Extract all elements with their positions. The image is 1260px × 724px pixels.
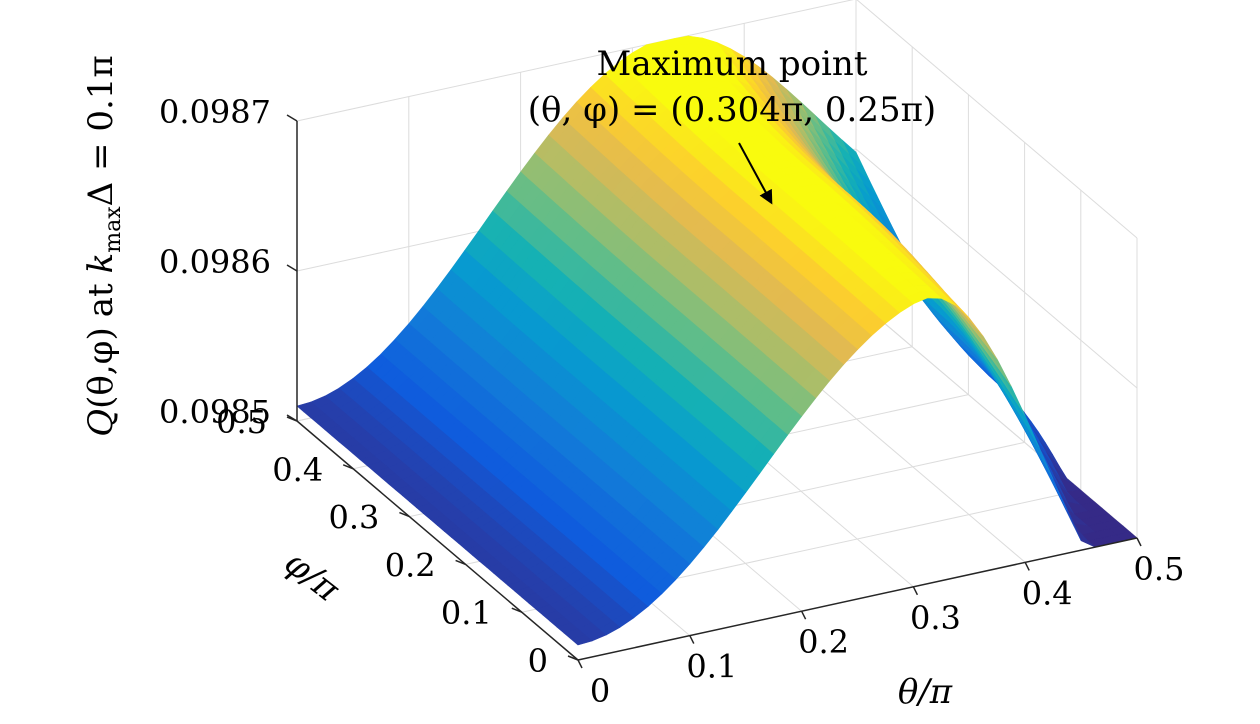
y-tick-label: 0.2 <box>385 546 436 584</box>
x-tick-mark <box>689 635 695 644</box>
z-axis-label: Q(θ,φ)atkmaxΔ = 0.1π <box>81 55 126 437</box>
x-tick-mark <box>912 586 919 596</box>
surface-mesh <box>296 35 1138 646</box>
z-tick-mark <box>286 264 298 272</box>
y-tick-label: 0.5 <box>216 403 267 441</box>
y-axis-ticks: 0 0.10.20.30.40.5 <box>216 403 579 680</box>
y-tick-mark <box>399 511 410 518</box>
x-tick-mark <box>800 610 807 620</box>
y-tick-mark <box>455 559 466 566</box>
y-tick-mark <box>286 416 298 422</box>
z-axis-ticks: 0.0985 0.0986 0.0987 <box>159 93 298 431</box>
x-tick-label: 0 <box>590 672 610 710</box>
y-tick-label: 0.1 <box>441 594 492 632</box>
x-tick-label: 0.3 <box>910 599 961 637</box>
y-tick-mark <box>342 464 354 470</box>
z-tick-mark <box>286 114 298 122</box>
y-tick-mark <box>511 607 523 613</box>
x-tick-label: 0.4 <box>1022 574 1073 612</box>
annotation-title: Maximum point <box>597 44 868 84</box>
x-tick-label: 0.5 <box>1134 550 1185 588</box>
surface-patch <box>1017 404 1040 448</box>
grid-line <box>856 0 1138 239</box>
z-tick-label: 0.0985 <box>159 393 271 431</box>
grid-line <box>296 0 854 122</box>
annotation-coordinates: (θ, φ) = (0.304π, 0.25π) <box>528 90 936 130</box>
z-tick-label: 0.0987 <box>159 93 271 131</box>
y-tick-label: 0 <box>528 642 548 680</box>
y-axis-line <box>296 420 579 661</box>
x-tick-mark <box>1136 537 1142 547</box>
y-tick-mark <box>567 655 579 661</box>
z-tick-label: 0.0986 <box>159 243 271 281</box>
y-tick-label: 0.4 <box>272 451 323 489</box>
grid-line <box>855 148 1138 389</box>
surface-patch <box>570 634 593 646</box>
x-tick-mark <box>577 659 583 669</box>
x-axis-label: θ/π <box>898 672 953 712</box>
x-tick-mark <box>1024 562 1030 571</box>
x-tick-label: 0.1 <box>686 648 737 686</box>
x-tick-label: 0.2 <box>798 623 849 661</box>
x-axis-line <box>577 537 1138 661</box>
annotation-arrow <box>738 142 773 205</box>
y-axis-label: φ/π <box>277 543 348 610</box>
y-tick-label: 0.3 <box>329 499 380 537</box>
x-axis-ticks: 0 0.1 0.2 0.3 0.4 0.5 <box>577 537 1185 710</box>
